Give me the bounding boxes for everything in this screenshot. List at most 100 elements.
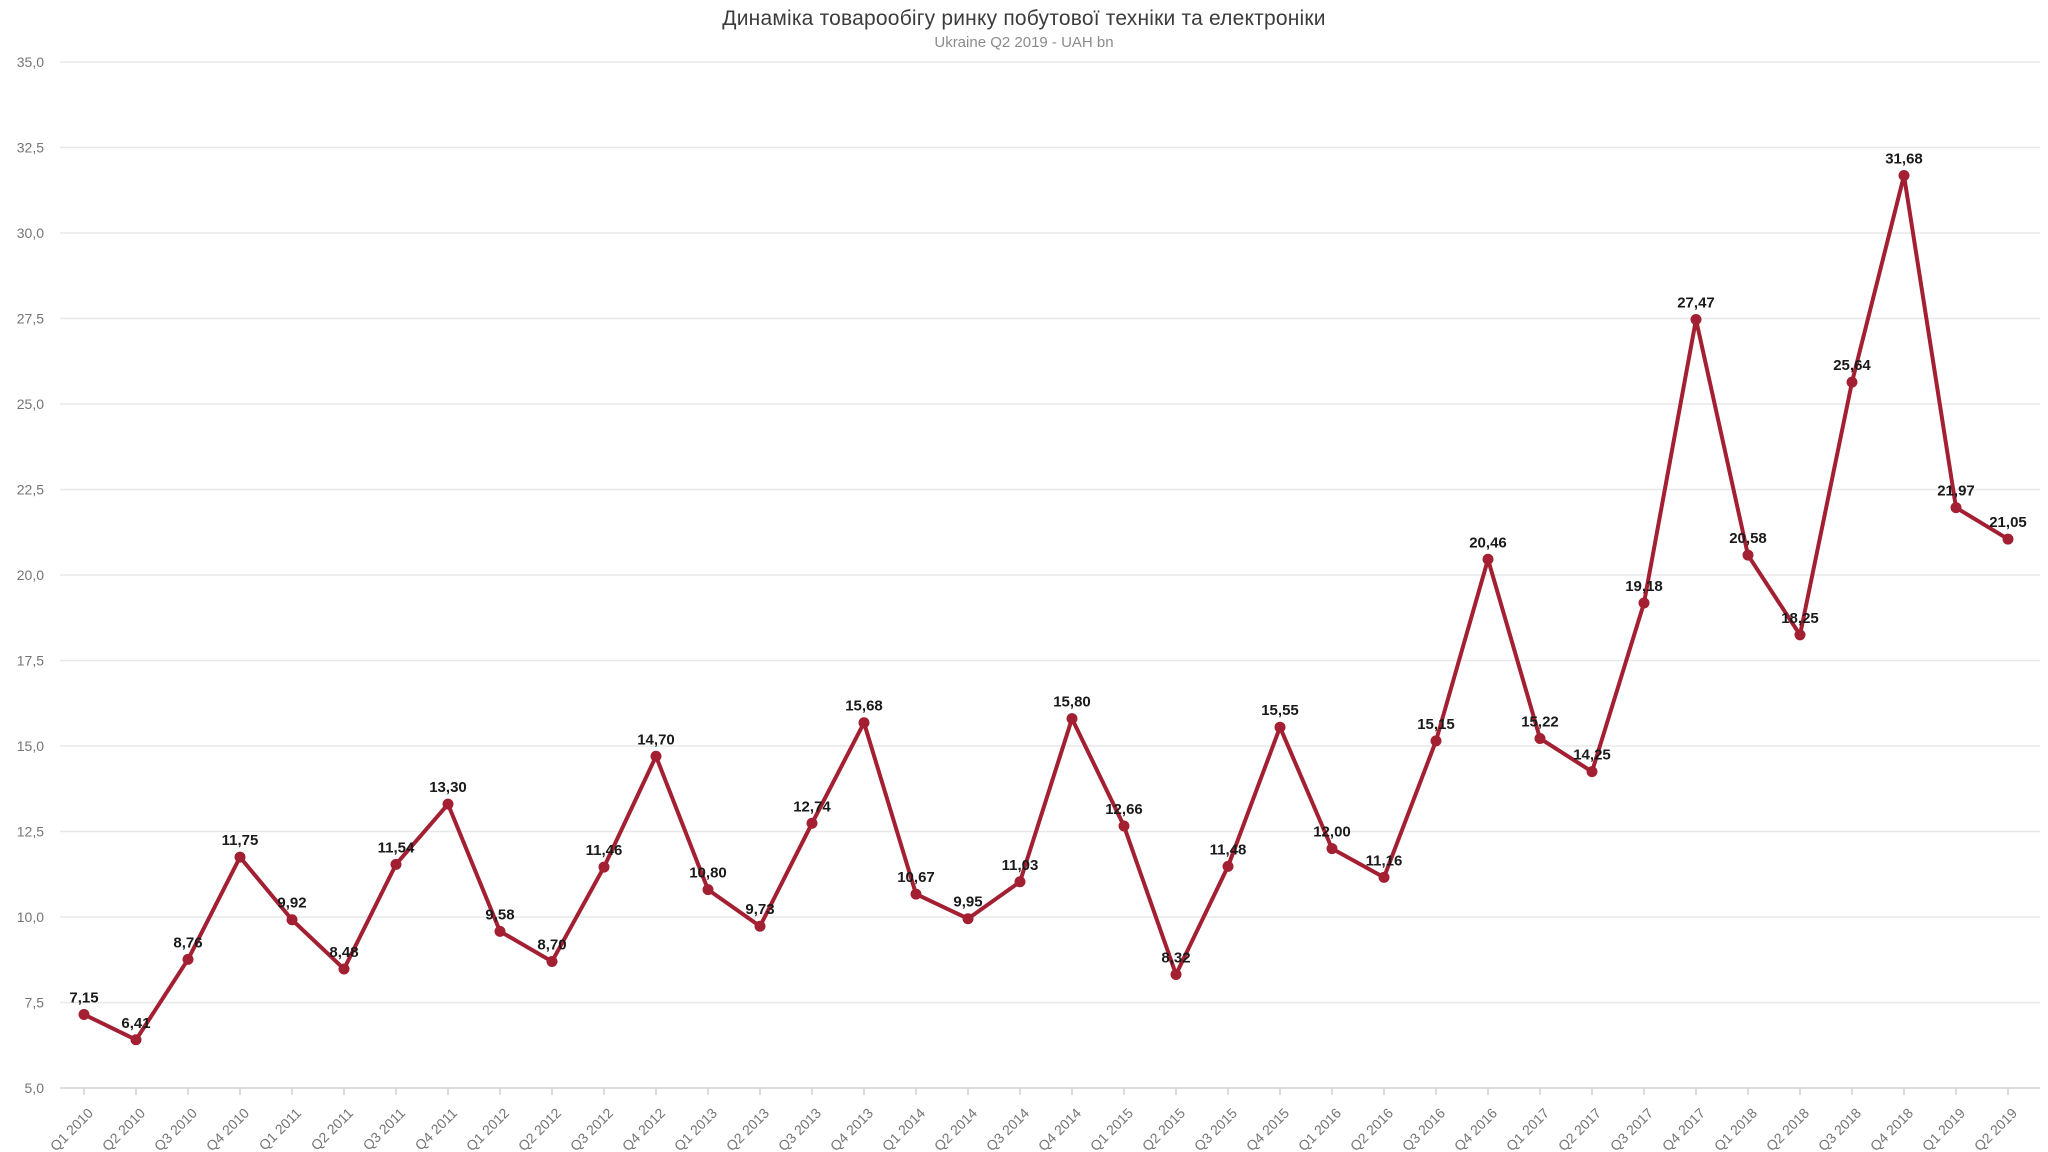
x-axis-label: Q2 2014 — [931, 1105, 980, 1152]
data-point — [1430, 735, 1442, 747]
data-point-label: 9,73 — [745, 901, 774, 918]
data-point-label: 15,68 — [845, 698, 883, 715]
data-point — [1638, 597, 1650, 609]
x-axis-label: Q2 2011 — [308, 1105, 357, 1152]
x-axis-label: Q4 2016 — [1451, 1105, 1500, 1152]
data-point — [2002, 533, 2014, 545]
x-axis-label: Q4 2011 — [412, 1105, 461, 1152]
y-axis-label: 25,0 — [17, 396, 44, 412]
data-point-label: 18,25 — [1781, 610, 1819, 627]
data-point-label: 11,75 — [222, 832, 259, 849]
y-axis-label: 15,0 — [17, 738, 44, 754]
x-axis-label: Q4 2014 — [1035, 1105, 1084, 1152]
data-point — [1742, 549, 1754, 561]
data-point-label: 11,48 — [1210, 841, 1247, 858]
data-point-label: 14,25 — [1573, 747, 1611, 764]
x-axis-label: Q1 2013 — [671, 1105, 720, 1152]
y-axis-label: 10,0 — [17, 909, 44, 925]
data-point-label: 9,58 — [485, 906, 514, 923]
y-axis-label: 12,5 — [17, 824, 44, 840]
x-axis-label: Q4 2015 — [1243, 1105, 1292, 1152]
y-axis-label: 5,0 — [25, 1080, 45, 1096]
x-axis-label: Q3 2017 — [1607, 1105, 1656, 1152]
data-point-label: 7,15 — [69, 989, 98, 1006]
data-point-label: 11,16 — [1366, 852, 1403, 869]
data-point-label: 15,22 — [1521, 713, 1559, 730]
x-axis-label: Q3 2010 — [151, 1105, 200, 1152]
data-point-label: 19,18 — [1625, 578, 1663, 595]
x-axis-label: Q3 2016 — [1399, 1105, 1448, 1152]
data-point-label: 10,67 — [897, 869, 935, 886]
data-point — [650, 750, 662, 762]
data-point — [858, 717, 870, 729]
x-axis-label: Q4 2018 — [1867, 1105, 1916, 1152]
x-axis-label: Q2 2012 — [515, 1105, 564, 1152]
x-axis-label: Q2 2013 — [723, 1105, 772, 1152]
data-point — [1378, 871, 1390, 883]
y-axis-label: 30,0 — [17, 225, 44, 241]
data-point-label: 15,55 — [1261, 702, 1299, 719]
x-axis-label: Q1 2011 — [256, 1105, 305, 1152]
x-axis-label: Q3 2013 — [775, 1105, 824, 1152]
data-point — [494, 925, 506, 937]
x-axis-label: Q4 2013 — [827, 1105, 876, 1152]
data-point-label: 21,05 — [1989, 514, 2027, 531]
x-axis-label: Q4 2010 — [203, 1105, 252, 1152]
data-point — [130, 1034, 142, 1046]
data-point-label: 6,41 — [121, 1015, 150, 1032]
data-point — [1326, 843, 1338, 855]
x-axis-label: Q3 2018 — [1815, 1105, 1864, 1152]
data-point-label: 12,00 — [1313, 824, 1351, 841]
x-axis-label: Q2 2010 — [99, 1105, 148, 1152]
x-axis-label: Q1 2018 — [1711, 1105, 1760, 1152]
y-axis-label: 27,5 — [17, 311, 44, 327]
data-point — [442, 798, 454, 810]
data-point — [1950, 502, 1962, 514]
x-axis-label: Q1 2010 — [47, 1105, 96, 1152]
data-point — [702, 884, 714, 896]
data-point — [1898, 170, 1910, 182]
data-point-label: 25,64 — [1833, 357, 1871, 374]
x-axis-label: Q2 2018 — [1763, 1105, 1812, 1152]
data-point — [1118, 820, 1130, 832]
x-axis-label: Q3 2015 — [1191, 1105, 1240, 1152]
data-point — [234, 851, 246, 863]
data-point-label: 11,54 — [378, 839, 415, 856]
data-point — [338, 963, 350, 975]
data-point-label: 9,95 — [953, 894, 982, 911]
data-point — [1586, 766, 1598, 778]
data-point — [754, 920, 766, 932]
x-axis-label: Q1 2015 — [1087, 1105, 1136, 1152]
data-point-label: 10,80 — [689, 865, 727, 882]
data-point-label: 20,58 — [1729, 530, 1767, 547]
data-point-label: 12,66 — [1105, 801, 1143, 818]
data-point — [1482, 553, 1494, 565]
data-point-label: 8,32 — [1161, 949, 1190, 966]
data-point — [962, 913, 974, 925]
data-point-label: 13,30 — [429, 779, 467, 796]
data-point — [1690, 314, 1702, 326]
data-point — [1794, 629, 1806, 641]
data-point-label: 31,68 — [1885, 151, 1923, 168]
data-point-label: 15,15 — [1417, 716, 1455, 733]
y-axis-label: 7,5 — [25, 995, 45, 1011]
data-point — [1846, 376, 1858, 388]
x-axis-label: Q1 2017 — [1503, 1105, 1552, 1152]
y-axis-label: 22,5 — [17, 482, 44, 498]
x-axis-label: Q1 2019 — [1919, 1105, 1968, 1152]
data-point-label: 15,80 — [1053, 694, 1091, 711]
data-point — [1066, 713, 1078, 725]
x-axis-label: Q2 2017 — [1555, 1105, 1604, 1152]
data-point — [390, 858, 402, 870]
y-axis-label: 32,5 — [17, 140, 44, 156]
data-point-label: 27,47 — [1677, 295, 1715, 312]
y-axis-label: 20,0 — [17, 567, 44, 583]
data-point — [1534, 732, 1546, 744]
data-point-label: 8,70 — [537, 936, 566, 953]
data-point-label: 9,92 — [277, 895, 306, 912]
data-point — [910, 888, 922, 900]
x-axis-label: Q4 2012 — [619, 1105, 668, 1152]
data-point — [1222, 860, 1234, 872]
x-axis-label: Q4 2017 — [1659, 1105, 1708, 1152]
x-axis-label: Q2 2019 — [1971, 1105, 2020, 1152]
